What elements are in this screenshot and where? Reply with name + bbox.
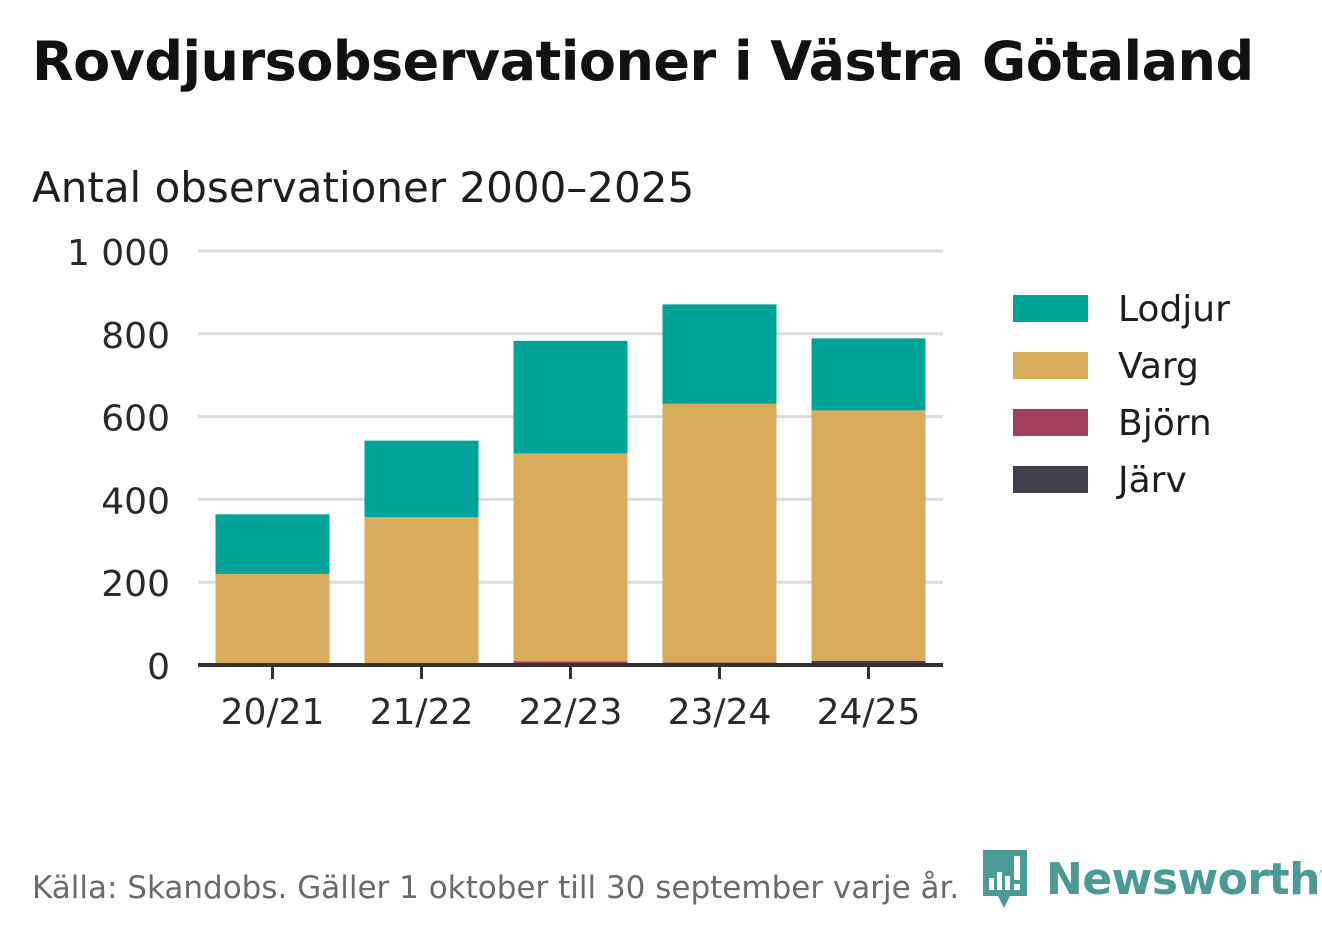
- x-tick-label: 22/23: [519, 692, 623, 733]
- legend-label-bjorn: Björn: [1118, 403, 1212, 444]
- bar-lodjur-20-21: [215, 514, 330, 574]
- bar-jarv-24-25: [811, 660, 926, 665]
- newsworthy-logo-icon: [983, 850, 1027, 908]
- legend-swatch-jarv: [1013, 466, 1088, 493]
- x-tick-label: 24/25: [817, 692, 921, 733]
- legend-label-jarv: Järv: [1116, 460, 1187, 501]
- bars: [215, 304, 926, 665]
- bar-bjorn-22-23: [513, 661, 628, 664]
- legend-label-lodjur: Lodjur: [1118, 289, 1230, 330]
- chart-subtitle: Antal observationer 2000–2025: [32, 163, 695, 212]
- chart-title: Rovdjursobservationer i Västra Götaland: [32, 30, 1254, 93]
- y-tick-label: 600: [101, 399, 170, 440]
- bar-varg-24-25: [811, 410, 926, 661]
- bar-lodjur-21-22: [364, 440, 479, 518]
- x-tick-label: 21/22: [370, 692, 474, 733]
- legend-label-varg: Varg: [1118, 346, 1199, 387]
- bar-varg-23-24: [662, 403, 777, 663]
- legend-swatch-varg: [1013, 352, 1088, 379]
- x-tick-label: 20/21: [221, 692, 325, 733]
- legend-swatch-lodjur: [1013, 295, 1088, 322]
- y-tick-label: 400: [101, 481, 170, 522]
- bar-lodjur-22-23: [513, 340, 628, 454]
- y-tick-label: 1 000: [67, 233, 170, 274]
- x-axis-tick-labels: 20/21 21/22 22/23 23/24 24/25: [221, 692, 921, 733]
- bar-varg-21-22: [364, 517, 479, 665]
- brand-name: Newsworthy: [1046, 853, 1322, 905]
- bar-varg-20-21: [215, 573, 330, 665]
- bar-lodjur-24-25: [811, 338, 926, 411]
- brand-logo: Newsworthy: [980, 848, 1322, 910]
- bar-varg-22-23: [513, 453, 628, 662]
- bar-lodjur-23-24: [662, 304, 777, 404]
- x-axis: [198, 663, 943, 679]
- y-tick-label: 0: [147, 647, 170, 688]
- legend-swatch-bjorn: [1013, 409, 1088, 436]
- source-note: Källa: Skandobs. Gäller 1 oktober till 3…: [32, 870, 960, 906]
- y-axis-tick-labels: 0 200 400 600 800 1 000: [67, 233, 170, 688]
- y-tick-label: 800: [101, 316, 170, 357]
- legend: Lodjur Varg Björn Järv: [1013, 289, 1230, 501]
- y-tick-label: 200: [101, 564, 170, 605]
- x-tick-label: 23/24: [668, 692, 772, 733]
